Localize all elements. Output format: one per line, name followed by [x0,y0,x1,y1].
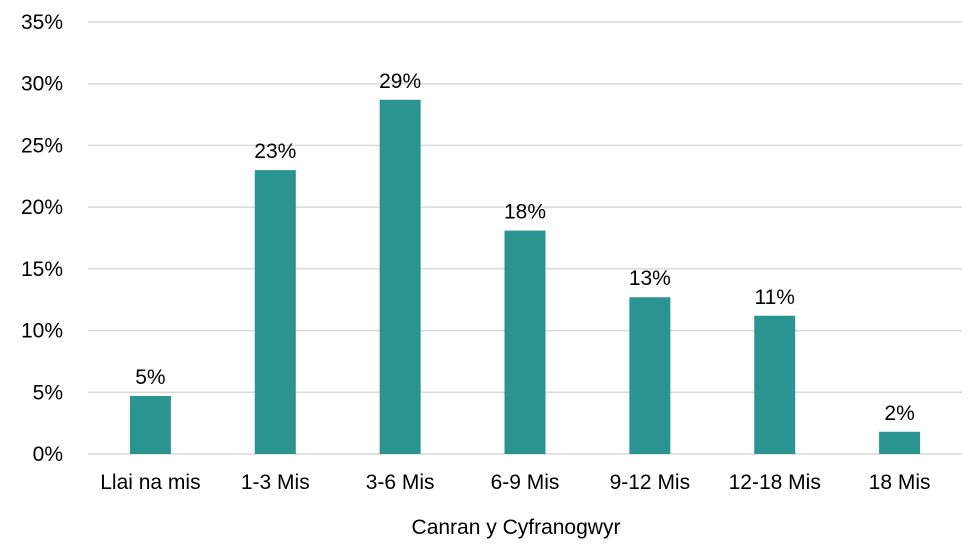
x-axis-title: Canran y Cyfranogwyr [412,516,621,539]
data-label: 18% [504,201,546,224]
data-label: 13% [629,267,671,290]
data-label: 11% [754,286,794,309]
y-tick-label: 20% [21,196,63,219]
y-tick-label: 25% [21,134,63,157]
bar [254,170,296,454]
x-category-label: 9-12 Mis [610,471,691,494]
data-labels: 5% 23% 29% 18% 13% 11% 2% [135,70,915,425]
x-axis-categories: Llai na mis 1-3 Mis 3-6 Mis 6-9 Mis 9-12 Mis… [100,471,930,494]
x-category-label: Llai na mis [100,471,200,494]
y-tick-label: 10% [21,320,63,343]
y-tick-label: 15% [21,258,63,281]
y-tick-label: 30% [21,73,63,96]
data-label: 29% [379,70,421,93]
y-tick-label: 5% [33,381,63,404]
bars [129,99,921,454]
x-category-label: 6-9 Mis [491,471,560,494]
data-label: 5% [135,366,165,389]
bar [379,99,421,454]
x-category-label: 1-3 Mis [241,471,310,494]
bar [629,297,671,454]
bar [129,395,171,454]
bar [504,230,546,454]
data-label: 2% [884,402,914,425]
y-tick-label: 35% [21,11,63,34]
bar [879,431,921,454]
y-axis-ticks: 0% 5% 10% 15% 20% 25% 30% 35% [21,11,63,466]
x-category-label: 18 Mis [869,471,931,494]
data-label: 23% [254,140,296,163]
x-category-label: 12-18 Mis [729,471,821,494]
x-category-label: 3-6 Mis [366,471,435,494]
y-tick-label: 0% [33,443,63,466]
bar [754,315,796,454]
